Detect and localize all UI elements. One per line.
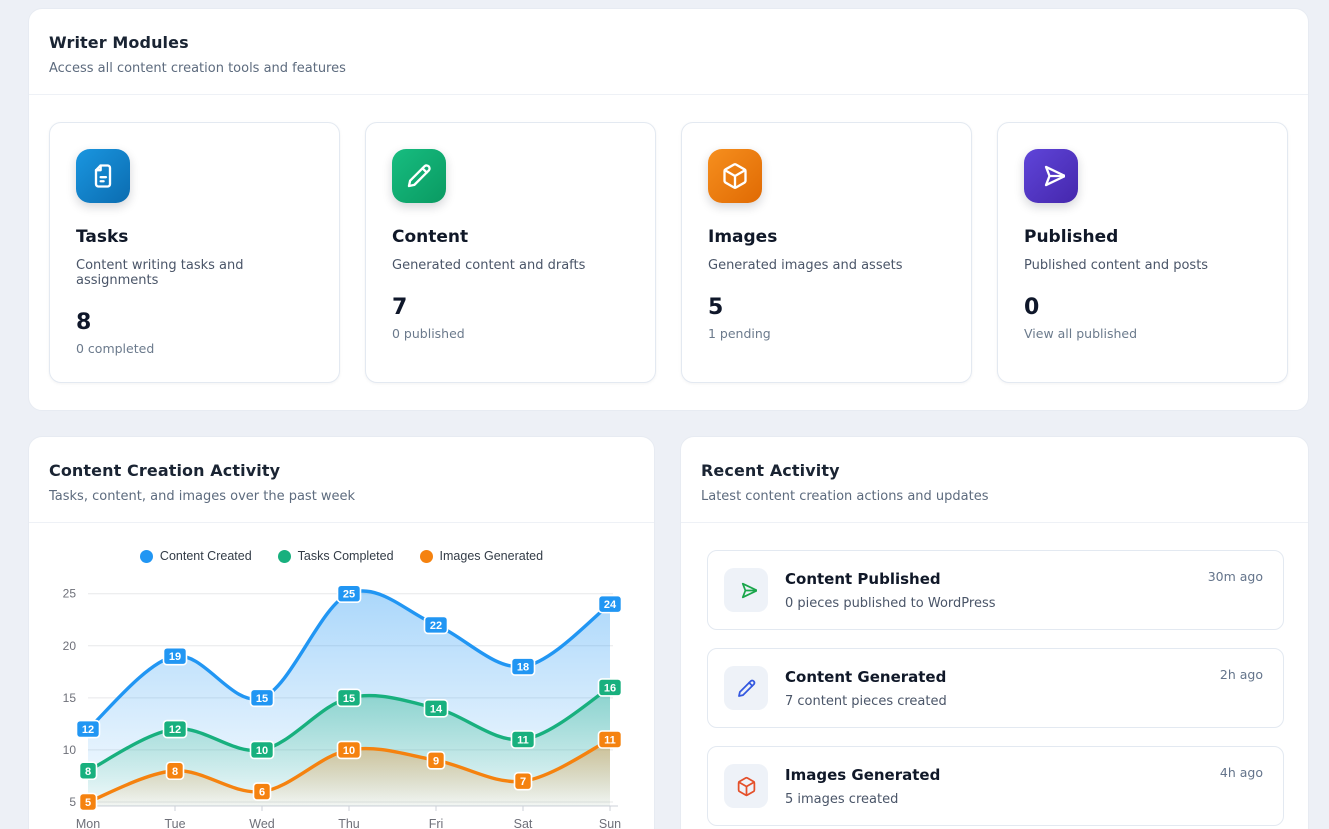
svg-text:19: 19 xyxy=(169,651,181,663)
activity-item-content-published[interactable]: Content Published 0 pieces published to … xyxy=(707,550,1284,630)
activity-description: 5 images created xyxy=(785,791,899,807)
svg-text:Fri: Fri xyxy=(429,817,444,829)
legend-label: Content Created xyxy=(159,549,252,563)
svg-text:Sun: Sun xyxy=(599,817,621,829)
send-icon xyxy=(724,568,768,612)
card-count-sub: View all published xyxy=(1024,326,1138,341)
pencil-icon xyxy=(392,149,446,203)
card-description: Content writing tasks and assignments xyxy=(76,258,244,288)
svg-text:12: 12 xyxy=(169,724,181,736)
svg-text:25: 25 xyxy=(343,589,355,601)
svg-text:15: 15 xyxy=(256,693,268,705)
activity-item-images-generated[interactable]: Images Generated 5 images created 4h ago xyxy=(707,746,1284,826)
cube-icon xyxy=(724,764,768,808)
recent-activity-panel: Recent Activity Latest content creation … xyxy=(680,436,1309,829)
card-count-sub: 1 pending xyxy=(708,326,771,341)
legend-dot-icon xyxy=(139,549,153,563)
card-count: 5 xyxy=(708,295,724,320)
svg-text:Sat: Sat xyxy=(514,817,533,829)
activity-time: 30m ago xyxy=(1207,569,1263,584)
header-divider xyxy=(681,522,1308,523)
activity-time: 4h ago xyxy=(1219,765,1263,780)
activity-time: 2h ago xyxy=(1219,667,1263,682)
card-description: Published content and posts xyxy=(1024,258,1209,273)
module-card-published[interactable]: Published Published content and posts 0 … xyxy=(997,122,1288,383)
writer-modules-panel: Writer Modules Access all content creati… xyxy=(28,8,1309,411)
chart-panel-subtitle: Tasks, content, and images over the past… xyxy=(49,489,356,504)
activity-description: 0 pieces published to WordPress xyxy=(785,595,996,611)
svg-text:5: 5 xyxy=(85,797,91,809)
module-card-content[interactable]: Content Generated content and drafts 7 0… xyxy=(365,122,656,383)
pencil-icon xyxy=(724,666,768,710)
svg-text:6: 6 xyxy=(259,787,265,799)
activity-chart: 5 10 15 20 25 Mon Tue Wed Thu Fri Sat Sun 12 19 15 25 22… xyxy=(29,523,654,829)
card-title: Content xyxy=(392,227,469,247)
svg-text:18: 18 xyxy=(517,662,529,674)
legend-label: Tasks Completed xyxy=(297,549,394,563)
card-description: Generated content and drafts xyxy=(392,258,586,273)
svg-text:8: 8 xyxy=(172,766,178,778)
document-icon xyxy=(76,149,130,203)
legend-item[interactable]: Images Generated xyxy=(419,549,544,563)
svg-text:Mon: Mon xyxy=(76,817,100,829)
svg-text:8: 8 xyxy=(85,766,91,778)
recent-panel-subtitle: Latest content creation actions and upda… xyxy=(701,489,989,504)
content-creation-activity-panel: Content Creation Activity Tasks, content… xyxy=(28,436,655,829)
card-count-sub: 0 published xyxy=(392,326,465,341)
legend-item[interactable]: Content Created xyxy=(139,549,252,563)
activity-description: 7 content pieces created xyxy=(785,693,947,709)
activity-item-content-generated[interactable]: Content Generated 7 content pieces creat… xyxy=(707,648,1284,728)
svg-text:10: 10 xyxy=(63,743,77,757)
svg-text:12: 12 xyxy=(82,724,94,736)
writer-modules-title: Writer Modules xyxy=(49,33,189,52)
activity-list: Content Published 0 pieces published to … xyxy=(681,523,1308,829)
svg-text:24: 24 xyxy=(604,599,617,611)
card-count: 8 xyxy=(76,310,92,335)
legend-label: Images Generated xyxy=(439,549,544,563)
svg-text:5: 5 xyxy=(69,795,76,809)
svg-text:25: 25 xyxy=(63,587,77,601)
svg-text:7: 7 xyxy=(520,776,526,788)
svg-text:Tue: Tue xyxy=(164,817,185,829)
svg-text:16: 16 xyxy=(604,682,616,694)
card-title: Published xyxy=(1024,227,1119,247)
cube-icon xyxy=(708,149,762,203)
legend-dot-icon xyxy=(277,549,291,563)
svg-text:10: 10 xyxy=(256,745,268,757)
card-title: Images xyxy=(708,227,778,247)
svg-text:Thu: Thu xyxy=(338,817,360,829)
activity-title: Images Generated xyxy=(785,765,941,784)
svg-text:20: 20 xyxy=(63,639,77,653)
card-count-sub: 0 completed xyxy=(76,341,155,356)
send-icon xyxy=(1024,149,1078,203)
svg-text:Wed: Wed xyxy=(249,817,275,829)
writer-modules-subtitle: Access all content creation tools and fe… xyxy=(49,61,346,76)
svg-text:22: 22 xyxy=(430,620,442,632)
chart-legend: Content Created Tasks Completed Images Gen… xyxy=(29,549,654,563)
svg-text:9: 9 xyxy=(433,755,439,767)
header-divider xyxy=(29,522,654,523)
svg-text:15: 15 xyxy=(63,691,77,705)
svg-text:10: 10 xyxy=(343,745,355,757)
header-divider xyxy=(29,94,1308,95)
card-description: Generated images and assets xyxy=(708,258,903,273)
activity-title: Content Published xyxy=(785,569,941,588)
recent-panel-title: Recent Activity xyxy=(701,461,840,480)
legend-item[interactable]: Tasks Completed xyxy=(277,549,394,563)
module-card-tasks[interactable]: Tasks Content writing tasks and assignme… xyxy=(49,122,340,383)
card-count: 0 xyxy=(1024,295,1040,320)
legend-dot-icon xyxy=(419,549,433,563)
line-chart-canvas: 5 10 15 20 25 Mon Tue Wed Thu Fri Sat Sun 12 19 15 25 22… xyxy=(63,584,623,829)
activity-title: Content Generated xyxy=(785,667,947,686)
card-count: 7 xyxy=(392,295,408,320)
svg-text:11: 11 xyxy=(604,735,616,747)
card-title: Tasks xyxy=(76,227,129,247)
module-cards-row: Tasks Content writing tasks and assignme… xyxy=(29,95,1308,410)
svg-text:14: 14 xyxy=(430,703,443,715)
module-card-images[interactable]: Images Generated images and assets 5 1 p… xyxy=(681,122,972,383)
svg-text:15: 15 xyxy=(343,693,355,705)
chart-panel-title: Content Creation Activity xyxy=(49,461,281,480)
svg-text:11: 11 xyxy=(517,735,529,747)
